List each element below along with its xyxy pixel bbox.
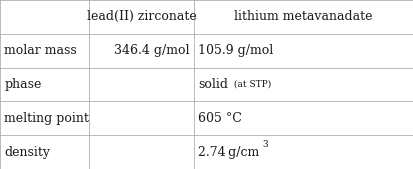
- Text: molar mass: molar mass: [4, 44, 77, 57]
- Text: (at STP): (at STP): [231, 80, 271, 89]
- Text: solid: solid: [198, 78, 228, 91]
- Text: 3: 3: [262, 140, 268, 149]
- Text: melting point: melting point: [4, 112, 89, 125]
- Text: lead(II) zirconate: lead(II) zirconate: [87, 10, 196, 23]
- Text: 2.74 g/cm: 2.74 g/cm: [198, 146, 259, 159]
- Text: lithium metavanadate: lithium metavanadate: [234, 10, 373, 23]
- Text: phase: phase: [4, 78, 41, 91]
- Text: density: density: [4, 146, 50, 159]
- Text: 605 °C: 605 °C: [198, 112, 242, 125]
- Text: 346.4 g/mol: 346.4 g/mol: [114, 44, 190, 57]
- Text: 105.9 g/mol: 105.9 g/mol: [198, 44, 273, 57]
